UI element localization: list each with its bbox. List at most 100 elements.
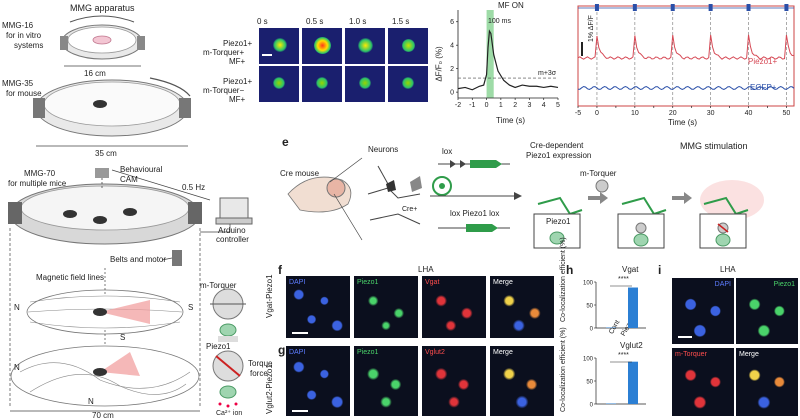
north-label-1: N [14, 303, 20, 312]
stim-marker [746, 4, 751, 11]
panel-e: e [270, 134, 800, 262]
piezo1-label-e: Piezo1 [546, 217, 571, 226]
egfp-trace [577, 85, 795, 91]
panel-e-letter: e [282, 135, 289, 149]
egfp-series-label: EGFP+ [750, 83, 777, 92]
bar-ytick-label: 50 [586, 304, 593, 310]
mmg16-desc-2: systems [14, 41, 44, 50]
bar-cont [606, 403, 616, 405]
ch-dapi-label: DAPI [289, 279, 306, 286]
trace-xtick-label: -1 [469, 102, 475, 109]
apparatus-panel: MMG apparatus MMG-16 for in vitro system… [0, 0, 272, 420]
bar-ytick-label: 50 [586, 380, 593, 386]
g-ch-vglut2-label: Vglut2 [425, 349, 445, 356]
panel-f-dapi: DAPI [286, 276, 350, 338]
time-0.5: 0.5 s [306, 17, 324, 26]
long-xtick-label: 50 [783, 110, 791, 117]
panel-i: i LHA DAPI Piezo1 m-Torquer Merge [658, 262, 800, 419]
trace-ytick-label: 6 [450, 19, 454, 26]
trace-ylabel: ΔF/F₀ (%) [434, 46, 444, 82]
long-frame [577, 5, 795, 107]
trace-xtick-label: 4 [542, 102, 546, 109]
panel-h-title-2: Vglut2 [620, 341, 643, 350]
panel-g-vglut2: Vglut2 [422, 346, 486, 416]
row1-label-3: MF+ [229, 57, 246, 66]
bar-cont [606, 327, 616, 329]
mf-on-label: MF ON [498, 1, 524, 10]
cre-dep-label-1: Cre-dependent [530, 141, 584, 150]
arduino-label-1: Arduino [218, 226, 246, 235]
mmg70-desc: for multiple mice [8, 179, 67, 188]
row1-label-2: m-Torquer+ [203, 48, 245, 57]
trace-line [457, 29, 559, 91]
trace-ytick-label: 0 [450, 90, 454, 97]
north-label-3: N [88, 397, 94, 406]
lox-piezo-label: lox Piezo1 lox [450, 209, 500, 218]
lox-label: lox [442, 147, 453, 156]
panel-i-dapi: DAPI [672, 278, 734, 344]
panel-h: h Vgat Vglut2 **** **** Co-localization … [560, 237, 658, 419]
mmg-stim-label: MMG stimulation [680, 141, 748, 151]
mmg-apparatus-title: MMG apparatus [70, 3, 135, 13]
trace-xtick-label: -2 [455, 102, 461, 109]
stim-marker [670, 4, 675, 11]
row2-label-2: m-Torquer− [203, 86, 245, 95]
mtorquer-label-e: m-Torquer [580, 169, 617, 178]
south-label-2: S [120, 333, 126, 342]
trace-xtick-label: 1 [499, 102, 503, 109]
panel-g-dapi: DAPI [286, 346, 350, 416]
panel-i-piezo1: Piezo1 [736, 278, 798, 344]
panel-h-bars: 0 50 100 0 50 100 [583, 281, 646, 409]
time-1.5: 1.5 s [392, 17, 410, 26]
panel-e-schematic [287, 157, 764, 249]
panel-g-merge: Merge [490, 346, 554, 416]
force-label: force [250, 369, 268, 378]
panel-g-row-label: Vglut2-Piezo1 [265, 364, 274, 414]
tile-active-1.5s [388, 28, 428, 64]
trace-ytick-label: 2 [450, 66, 454, 73]
ch-vgat-label: Vgat [425, 279, 440, 286]
panel-h-sig-2: **** [618, 352, 629, 359]
long-trace-svg: -5 0 10 20 30 40 50 [575, 4, 795, 117]
mmg16-size: 16 cm [84, 69, 106, 78]
piezo1-trace [577, 34, 795, 60]
row2-label-1: Piezo1+ [223, 77, 253, 86]
calcium-label: Ca²⁺ ion [216, 410, 243, 417]
time-1.0: 1.0 s [349, 17, 367, 26]
long-xtick-label: 0 [595, 110, 599, 117]
long-xtick-label: -5 [575, 110, 581, 117]
panel-g: g Vglut2-Piezo1 DAPI Piezo1 Vglut2 Merge [265, 340, 566, 419]
g-ch-merge-label: Merge [493, 349, 513, 356]
tile-control-0s [259, 66, 299, 102]
mmg16-label: MMG-16 [2, 21, 34, 30]
apparatus-drawing [8, 15, 253, 412]
piezo1-series-label: Piezo1+ [748, 57, 778, 66]
i-ch-piezo1-label: Piezo1 [773, 281, 795, 288]
long-xtick-label: 30 [707, 110, 715, 117]
mmg70-label: MMG-70 [24, 169, 56, 178]
mmg70-size: 70 cm [92, 411, 114, 420]
panel-f-region: LHA [418, 265, 434, 274]
panel-f-piezo1: Piezo1 [354, 276, 418, 338]
long-xtick-label: 20 [669, 110, 677, 117]
panel-f-merge: Merge [490, 276, 554, 338]
stim-marker [632, 4, 637, 11]
g-ch-piezo1-label: Piezo1 [357, 349, 379, 356]
panel-h-title-1: Vgat [622, 265, 639, 274]
bar-piezo1 [628, 287, 638, 328]
cre-dep-label-2: Piezo1 expression [526, 151, 592, 160]
time-0: 0 s [257, 17, 268, 26]
mmg35-label: MMG-35 [2, 79, 34, 88]
bar-ytick-label: 0 [590, 327, 594, 333]
duration-label: 100 ms [488, 18, 511, 25]
row1-label-1: Piezo1+ [223, 39, 253, 48]
trace-xtick-label: 3 [527, 102, 531, 109]
i-ch-merge-label: Merge [739, 351, 759, 358]
trace-chart-svg: -2 -1 0 1 2 3 4 5 0 2 4 6 [450, 10, 560, 109]
tile-control-1.5s [388, 66, 428, 102]
scale-bar-label: 1% ΔF/F [588, 15, 595, 42]
camera-label: Behavioural [120, 165, 163, 174]
torque-label: Torque [248, 359, 273, 368]
arduino-label-2: controller [216, 235, 249, 244]
panel-g-letter: g [278, 343, 286, 357]
